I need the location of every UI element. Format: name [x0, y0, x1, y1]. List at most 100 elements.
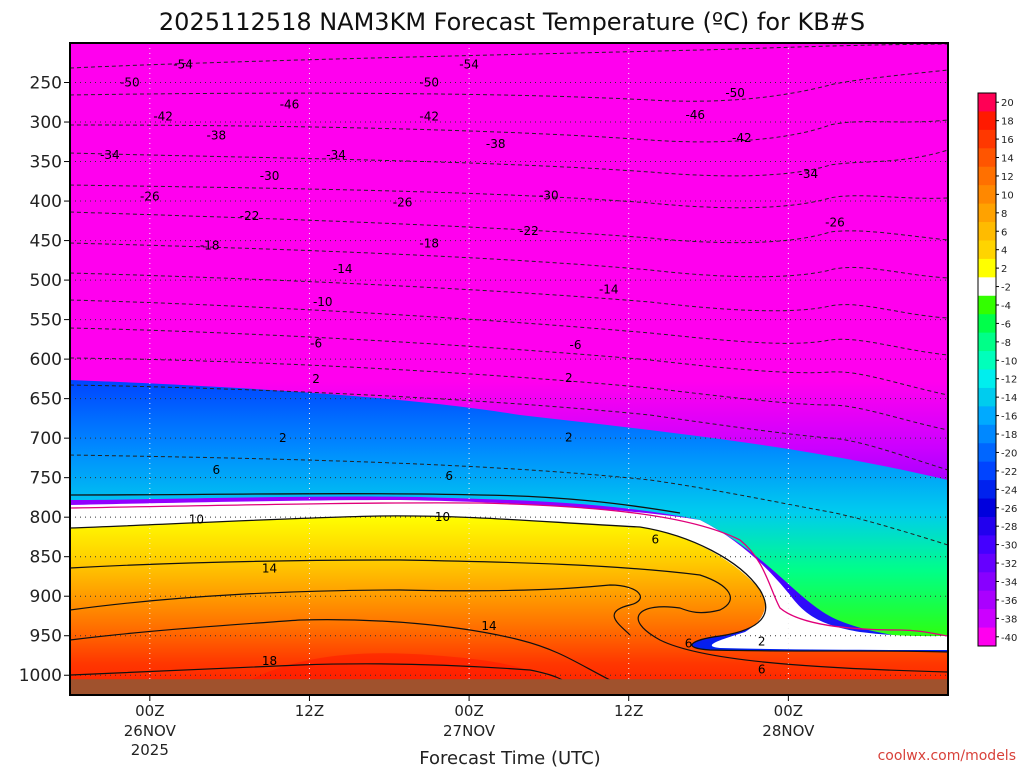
- colorbar-swatch: [978, 222, 996, 241]
- contour-m18: [70, 327, 948, 396]
- contour-label: -42: [419, 109, 439, 123]
- contour-label: -22: [240, 209, 260, 223]
- contour-m38: [70, 184, 948, 209]
- contour-lines: [70, 43, 948, 687]
- contour-label: 2: [565, 371, 573, 385]
- contour-label: -26: [393, 196, 413, 210]
- contour-label: -38: [207, 128, 227, 142]
- colorbar-swatch: [978, 185, 996, 205]
- contour-label: -6: [310, 336, 322, 350]
- colorbar-swatch: [978, 369, 996, 389]
- contour-label: 2: [312, 372, 320, 386]
- y-axis: 250 300 350 400 450 500 550 600 650 700 750 800 850 9…: [19, 74, 70, 686]
- colorbar-swatch: [978, 240, 996, 260]
- colorbar-label: -30: [1001, 541, 1017, 552]
- colorbar-swatch: [978, 406, 996, 426]
- x-tick-label: 12Z: [614, 702, 643, 720]
- colorbar-label: 20: [1001, 98, 1014, 109]
- colorbar-label: 10: [1001, 190, 1014, 201]
- colorbar-label: -28: [1001, 522, 1017, 533]
- contour-m6: [70, 454, 948, 546]
- y-tick-label: 450: [30, 232, 62, 252]
- y-tick-label: 600: [30, 350, 62, 370]
- colorbar-swatch: [978, 498, 996, 518]
- colorbar-frame: [977, 92, 997, 647]
- contour-label: -46: [685, 108, 705, 122]
- contour-label: 18: [262, 654, 277, 668]
- contour-m50: [70, 69, 948, 102]
- contour-label: -34: [799, 167, 819, 181]
- x-tick-date: 26NOV: [124, 722, 177, 740]
- contour-label: 2: [565, 430, 573, 444]
- plot-field: [70, 43, 948, 695]
- colorbar-label: -34: [1001, 577, 1017, 588]
- y-tick-label: 850: [30, 548, 62, 568]
- contour-label: -10: [313, 295, 333, 309]
- contour-label: 6: [652, 532, 660, 546]
- colorbar-label: -32: [1001, 559, 1017, 570]
- x-tick-label: 00Z: [135, 702, 164, 720]
- colorbar-label: -18: [1001, 430, 1017, 441]
- contour-labels: -54 -54 -50 -50 -50 -46 -46 -42 -42 -42 -38 -38 -34 -…: [100, 57, 845, 677]
- chart-title: 2025112518 NAM3KM Forecast Temperature (…: [159, 8, 865, 36]
- colorbar-swatch: [978, 314, 996, 334]
- colorbar-label: -40: [1001, 633, 1017, 644]
- contour-label: 10: [189, 513, 204, 527]
- plot-frame: [69, 42, 949, 696]
- colorbar-label: -20: [1001, 448, 1017, 459]
- contour-label: -26: [140, 189, 160, 203]
- y-tick-label: 900: [30, 587, 62, 607]
- contour-6: [70, 559, 948, 673]
- contour-m54: [70, 43, 948, 69]
- x-tick-label: 12Z: [295, 702, 324, 720]
- colorbar-label: 8: [1001, 209, 1007, 220]
- colorbar-swatch: [978, 258, 996, 278]
- x-tick-date: 28NOV: [762, 722, 815, 740]
- colorbar-swatch: [978, 295, 996, 315]
- colorbar-swatch: [978, 535, 996, 555]
- y-tick-label: 250: [30, 74, 62, 94]
- colorbar-label: -12: [1001, 375, 1017, 386]
- contour-m26: [70, 272, 948, 319]
- contour-18: [70, 663, 571, 687]
- y-tick-label: 800: [30, 508, 62, 528]
- contour-m42: [70, 149, 948, 177]
- contour-label: -42: [153, 109, 173, 123]
- contour-label: -6: [570, 338, 582, 352]
- colorbar-label: -16: [1001, 412, 1017, 423]
- surface-ground: [70, 679, 948, 695]
- colorbar-swatch: [978, 387, 996, 407]
- colorbar-swatch: [978, 516, 996, 536]
- colorbar-label: -26: [1001, 504, 1017, 515]
- y-tick-label: 700: [30, 429, 62, 449]
- contour-10: [70, 584, 641, 636]
- y-tick-label: 500: [30, 271, 62, 291]
- contour-label: -18: [419, 237, 439, 251]
- y-tick-label: 350: [30, 153, 62, 173]
- contour-m46: [70, 119, 948, 143]
- x-axis-label: Forecast Time (UTC): [419, 748, 600, 768]
- contour-0-magenta: [70, 502, 948, 637]
- contour-label: -14: [599, 283, 619, 297]
- credit-link[interactable]: coolwx.com/models: [878, 748, 1016, 764]
- y-tick-label: 400: [30, 192, 62, 212]
- contour-label: 6: [685, 637, 693, 651]
- colorbar-swatch: [978, 553, 996, 573]
- y-tick-label: 650: [30, 390, 62, 410]
- contour-label: -30: [260, 169, 280, 183]
- y-tick-label: 950: [30, 627, 62, 647]
- contour-label: 6: [758, 663, 766, 677]
- contour-label: -50: [725, 86, 745, 100]
- colorbar-swatch: [978, 332, 996, 352]
- colorbar-swatch: [978, 129, 996, 149]
- colorbar-swatch: [978, 277, 996, 297]
- colorbar-label: 16: [1001, 135, 1014, 146]
- colorbar-label: -38: [1001, 614, 1017, 625]
- y-tick-label: 750: [30, 469, 62, 489]
- contour-label: -42: [732, 131, 752, 145]
- contour-m34: [70, 211, 948, 244]
- colorbar-swatch: [978, 627, 996, 647]
- contour-label: -14: [333, 262, 353, 276]
- colorbar-label: 6: [1001, 227, 1007, 238]
